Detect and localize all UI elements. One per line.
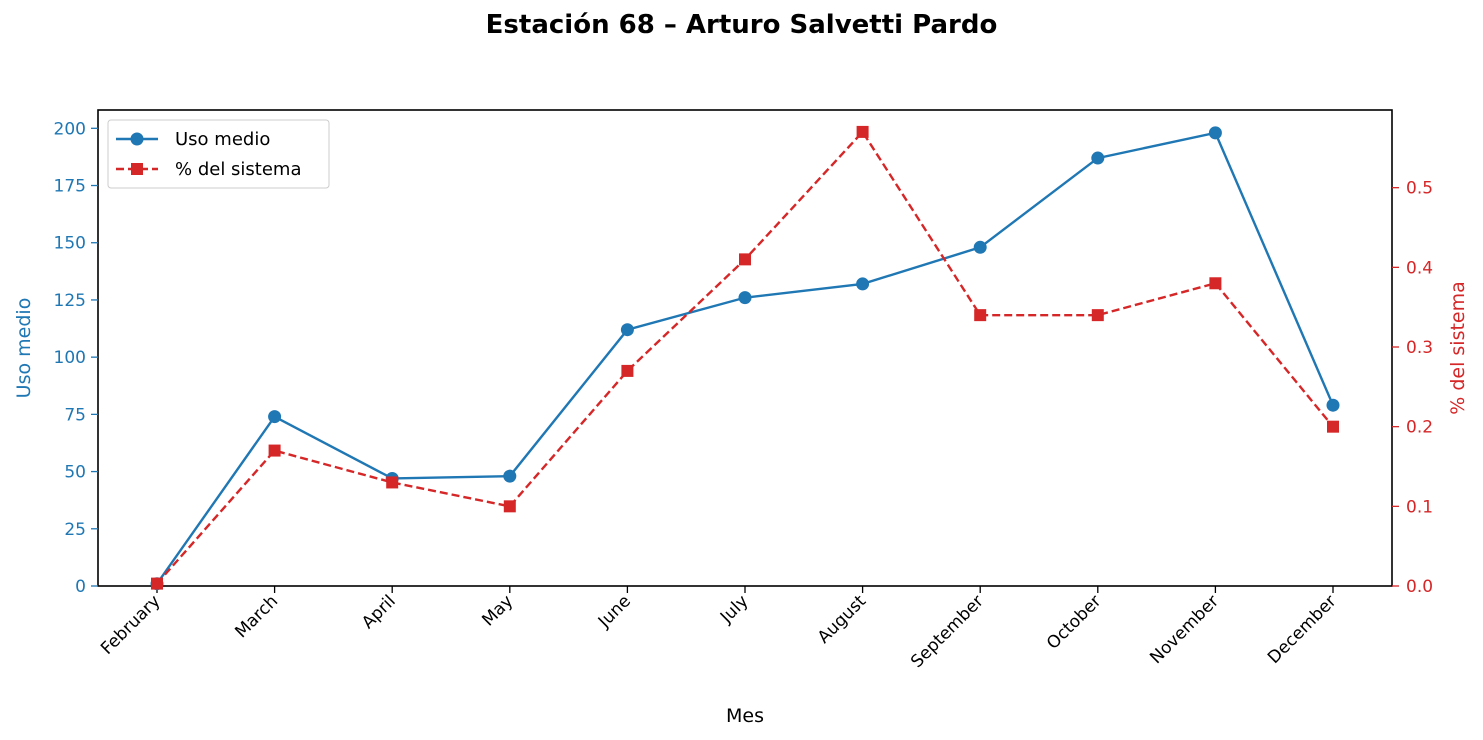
x-tick-label: March — [231, 591, 282, 642]
right-tick-label: 0.5 — [1406, 179, 1433, 199]
x-axis-label: Mes — [726, 705, 764, 727]
left-tick-label: 25 — [64, 520, 86, 540]
left-y-axis: 0 25 50 75 100 125 150 175 200 — [54, 119, 98, 597]
x-tick-label: August — [814, 591, 870, 647]
data-point — [856, 277, 870, 291]
left-tick-label: 100 — [54, 348, 86, 368]
left-tick-label: 150 — [54, 234, 86, 254]
right-tick-label: 0.3 — [1406, 338, 1433, 358]
right-tick-label: 0.2 — [1406, 418, 1433, 438]
chart-title: Estación 68 – Arturo Salvetti Pardo — [485, 10, 998, 40]
x-tick-label: September — [907, 591, 988, 672]
data-point — [973, 240, 987, 254]
data-point — [621, 364, 634, 377]
left-tick-label: 125 — [54, 291, 86, 311]
right-y-axis: 0.0 0.1 0.2 0.3 0.4 0.5 — [1392, 179, 1433, 597]
x-tick-label: December — [1264, 591, 1340, 667]
left-tick-label: 200 — [54, 119, 86, 139]
data-point — [268, 410, 282, 424]
data-point — [503, 469, 517, 483]
data-point — [974, 309, 987, 322]
right-tick-label: 0.1 — [1406, 497, 1433, 517]
data-point — [856, 125, 869, 138]
legend-swatch-marker — [130, 132, 144, 146]
right-tick-label: 0.0 — [1406, 577, 1433, 597]
x-tick-label: May — [478, 591, 517, 630]
data-point — [1209, 277, 1222, 290]
legend-label: % del sistema — [175, 159, 302, 180]
data-point — [739, 253, 751, 266]
left-tick-label: 75 — [64, 405, 86, 425]
legend-swatch-marker — [131, 163, 143, 175]
data-point — [1326, 398, 1340, 412]
data-point — [268, 444, 281, 457]
data-point — [620, 323, 634, 337]
data-point — [1208, 126, 1222, 140]
x-tick-label: April — [358, 591, 400, 633]
x-tick-label: February — [97, 591, 164, 658]
data-point — [738, 291, 752, 305]
left-tick-label: 0 — [75, 577, 86, 597]
data-point — [151, 577, 163, 590]
series-line — [156, 131, 1335, 585]
legend: Uso medio % del sistema — [107, 119, 330, 189]
right-tick-label: 0.4 — [1406, 258, 1433, 278]
x-tick-label: October — [1043, 591, 1105, 653]
legend-box — [107, 119, 330, 189]
data-point — [386, 476, 399, 489]
data-point — [1091, 151, 1105, 165]
left-tick-label: 50 — [64, 463, 86, 483]
x-tick-label: July — [716, 591, 752, 627]
data-point — [503, 500, 516, 513]
y-axis-label-left: Uso medio — [13, 298, 35, 399]
data-point — [1327, 420, 1339, 433]
data-point — [1091, 309, 1104, 322]
x-axis: February March April May June July August Septe… — [97, 586, 1341, 672]
left-tick-label: 175 — [54, 177, 86, 197]
x-tick-label: November — [1146, 591, 1223, 668]
x-tick-label: June — [594, 591, 635, 632]
legend-label: Uso medio — [175, 129, 270, 150]
series-layer — [150, 125, 1340, 591]
y-axis-label-right: % del sistema — [1447, 281, 1469, 415]
series-line — [156, 129, 1334, 585]
